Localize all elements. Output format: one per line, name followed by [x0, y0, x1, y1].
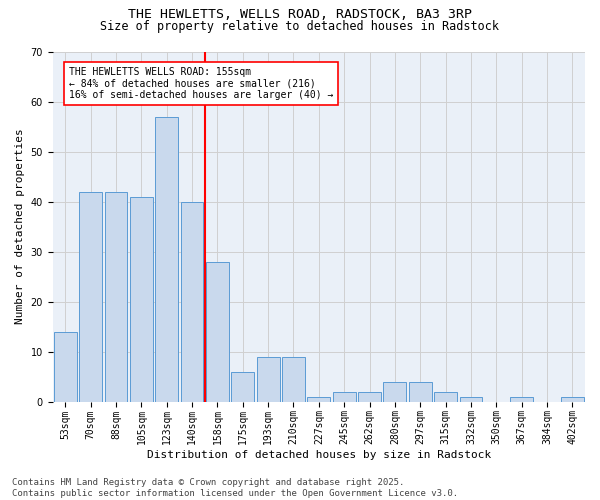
Text: THE HEWLETTS, WELLS ROAD, RADSTOCK, BA3 3RP: THE HEWLETTS, WELLS ROAD, RADSTOCK, BA3 … [128, 8, 472, 20]
X-axis label: Distribution of detached houses by size in Radstock: Distribution of detached houses by size … [147, 450, 491, 460]
Bar [460, 396, 482, 402]
Bar [130, 196, 153, 402]
Bar [206, 262, 229, 402]
Bar [409, 382, 431, 402]
Text: Size of property relative to detached houses in Radstock: Size of property relative to detached ho… [101, 20, 499, 33]
Bar [232, 372, 254, 402]
Bar [383, 382, 406, 402]
Bar [561, 396, 584, 402]
Bar [307, 396, 330, 402]
Bar [181, 202, 203, 402]
Bar [79, 192, 102, 402]
Bar [104, 192, 127, 402]
Bar [257, 356, 280, 402]
Bar [282, 356, 305, 402]
Bar [155, 116, 178, 402]
Bar [358, 392, 381, 402]
Text: THE HEWLETTS WELLS ROAD: 155sqm
← 84% of detached houses are smaller (216)
16% o: THE HEWLETTS WELLS ROAD: 155sqm ← 84% of… [69, 66, 334, 100]
Text: Contains HM Land Registry data © Crown copyright and database right 2025.
Contai: Contains HM Land Registry data © Crown c… [12, 478, 458, 498]
Y-axis label: Number of detached properties: Number of detached properties [15, 128, 25, 324]
Bar [333, 392, 356, 402]
Bar [54, 332, 77, 402]
Bar [510, 396, 533, 402]
Bar [434, 392, 457, 402]
